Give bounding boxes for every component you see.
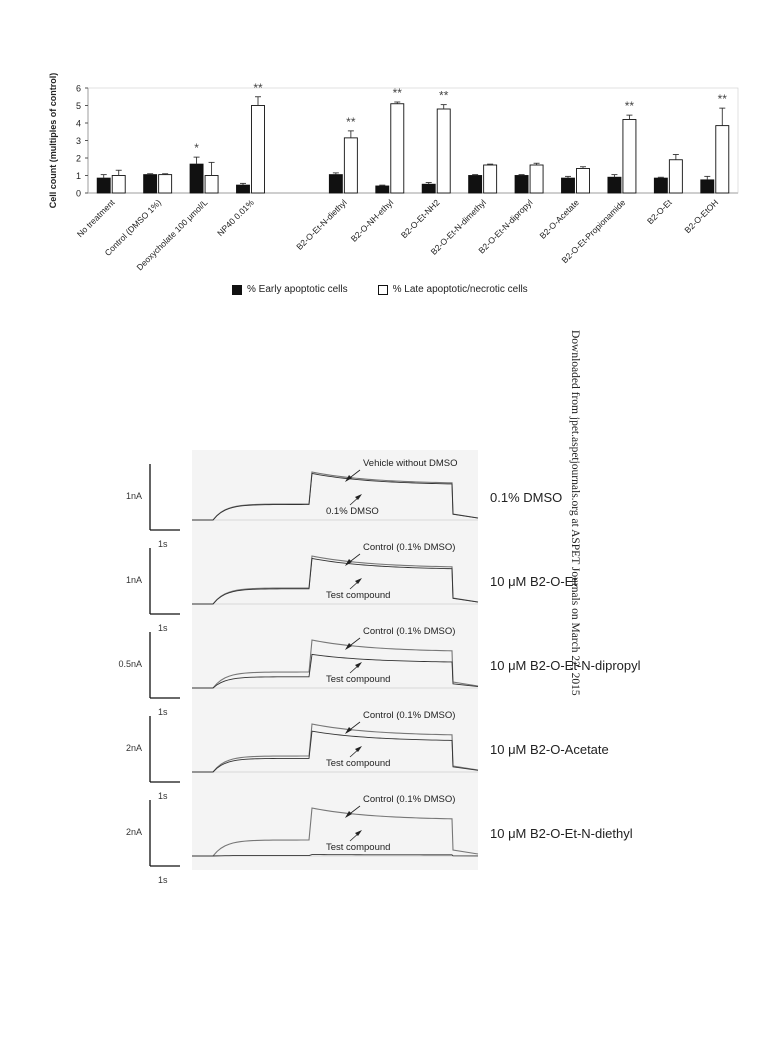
download-notice: Downloaded from jpet.aspetjournals.org a… bbox=[569, 330, 766, 696]
legend-item-late: % Late apoptotic/necrotic cells bbox=[377, 284, 528, 295]
test-arrowhead bbox=[355, 662, 362, 668]
test-trace bbox=[192, 730, 479, 773]
legend-label-late: % Late apoptotic/necrotic cells bbox=[392, 284, 528, 295]
download-notice-text: Downloaded from jpet.aspetjournals.org a… bbox=[569, 330, 582, 696]
test-trace-label: Test compound bbox=[326, 758, 390, 769]
control-arrowhead bbox=[345, 559, 352, 566]
trace-panel: 2nA 1s Control (0.1% DMSO) Test compound 10 … bbox=[126, 702, 609, 801]
legend-swatch-late bbox=[377, 284, 388, 295]
test-trace-label: Test compound bbox=[326, 674, 390, 685]
test-trace-label: Test compound bbox=[326, 590, 390, 601]
test-trace bbox=[192, 557, 479, 605]
condition-label: 10 μM B2-O-Et-N-diethyl bbox=[490, 826, 633, 841]
control-arrowhead bbox=[345, 727, 352, 734]
condition-label: 10 μM B2-O-Et-N-dipropyl bbox=[490, 658, 641, 673]
test-arrowhead bbox=[355, 830, 362, 836]
significance-marker: ** bbox=[439, 89, 449, 103]
trace-panel: 2nA 1s Control (0.1% DMSO) Test compound 10 … bbox=[126, 786, 633, 885]
y-tick-label: 5 bbox=[76, 101, 81, 111]
current-scale-label: 2nA bbox=[126, 827, 142, 837]
y-tick-label: 4 bbox=[76, 119, 81, 129]
significance-marker: ** bbox=[393, 86, 403, 100]
y-tick-label: 3 bbox=[76, 136, 81, 146]
test-arrowhead bbox=[355, 494, 362, 500]
control-trace-label: Vehicle without DMSO bbox=[363, 458, 458, 469]
significance-marker: ** bbox=[718, 92, 728, 106]
control-trace bbox=[192, 555, 479, 605]
control-arrowhead bbox=[345, 475, 352, 482]
test-trace bbox=[192, 653, 479, 689]
trace-panel: 0.5nA 1s Control (0.1% DMSO) Test compound 1… bbox=[118, 618, 641, 717]
legend-item-early: % Early apoptotic cells bbox=[232, 284, 348, 295]
test-trace-label: 0.1% DMSO bbox=[326, 506, 379, 517]
condition-label: 10 μM B2-O-Acetate bbox=[490, 742, 609, 757]
chart-legend: % Early apoptotic cells % Late apoptotic… bbox=[232, 284, 528, 295]
current-scale-label: 2nA bbox=[126, 743, 142, 753]
condition-label: 0.1% DMSO bbox=[490, 490, 562, 505]
y-tick-label: 0 bbox=[76, 189, 81, 199]
significance-marker: ** bbox=[253, 81, 263, 95]
trace-panel: 1nA 1s Vehicle without DMSO 0.1% DMSO 0.1% D… bbox=[126, 450, 562, 549]
test-arrowhead bbox=[355, 578, 362, 584]
current-scale-label: 1nA bbox=[126, 491, 142, 501]
time-scale-label: 1s bbox=[158, 707, 168, 717]
current-scale-label: 0.5nA bbox=[118, 659, 142, 669]
test-arrowhead bbox=[355, 746, 362, 752]
test-trace bbox=[192, 854, 479, 857]
legend-label-early: % Early apoptotic cells bbox=[247, 284, 348, 295]
current-scale-label: 1nA bbox=[126, 575, 142, 585]
y-tick-label: 6 bbox=[76, 84, 81, 94]
time-scale-label: 1s bbox=[158, 791, 168, 801]
time-scale-label: 1s bbox=[158, 539, 168, 549]
time-scale-label: 1s bbox=[158, 875, 168, 885]
control-trace bbox=[192, 807, 479, 857]
control-trace-label: Control (0.1% DMSO) bbox=[363, 794, 455, 805]
legend-swatch-early bbox=[232, 284, 242, 295]
control-trace-label: Control (0.1% DMSO) bbox=[363, 710, 455, 721]
y-tick-label: 1 bbox=[76, 171, 81, 181]
condition-label: 10 μM B2-O-Et bbox=[490, 574, 577, 589]
significance-marker: * bbox=[194, 141, 199, 155]
test-trace-label: Test compound bbox=[326, 842, 390, 853]
significance-marker: ** bbox=[625, 99, 635, 113]
control-trace-label: Control (0.1% DMSO) bbox=[363, 626, 455, 637]
y-tick-label: 2 bbox=[76, 154, 81, 164]
time-scale-label: 1s bbox=[158, 623, 168, 633]
control-trace-label: Control (0.1% DMSO) bbox=[363, 542, 455, 553]
control-trace bbox=[192, 639, 479, 689]
y-axis-label: Cell count (multiples of control) bbox=[48, 73, 58, 209]
test-trace bbox=[192, 472, 479, 521]
control-trace bbox=[192, 723, 479, 773]
bar-chart: 0 1 2 3 4 5 6 Cell count (multiples of control)… bbox=[48, 73, 739, 272]
control-arrowhead bbox=[345, 811, 352, 818]
control-arrowhead bbox=[345, 643, 352, 650]
control-trace bbox=[192, 471, 479, 521]
trace-panel: 1nA 1s Control (0.1% DMSO) Test compound 10 … bbox=[126, 534, 577, 633]
significance-marker: ** bbox=[346, 115, 356, 129]
